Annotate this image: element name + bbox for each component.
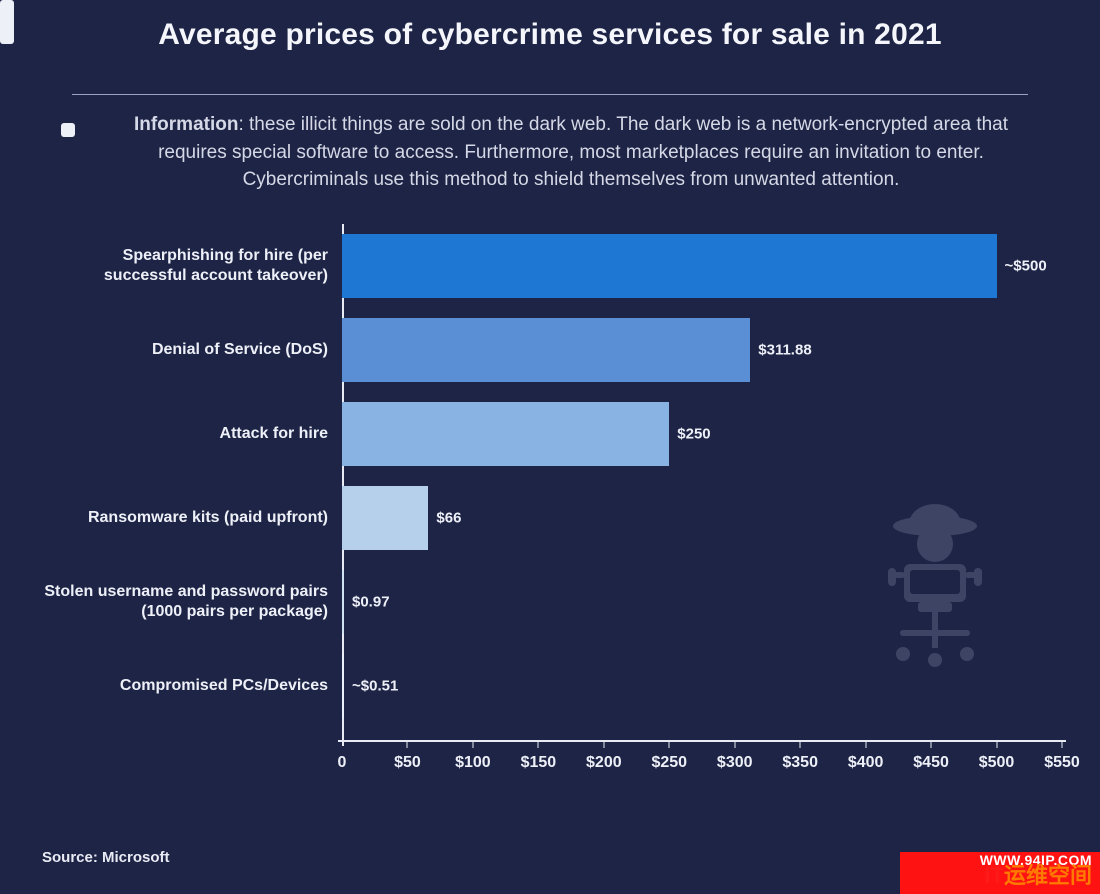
x-tick-mark (931, 742, 932, 748)
watermark-brand: IT运维空间 (984, 858, 1092, 890)
x-tick-label: $300 (717, 754, 753, 772)
bar-label: Compromised PCs/Devices (42, 676, 342, 696)
chart-row: Attack for hire $250 (42, 402, 1062, 466)
x-tick-mark (996, 742, 997, 748)
title-divider (72, 94, 1027, 95)
x-tick-label: $100 (455, 754, 491, 772)
bar (342, 318, 750, 382)
x-tick-mark (865, 742, 866, 748)
bar (342, 486, 428, 550)
bar-label: Denial of Service (DoS) (42, 340, 342, 360)
bar-value: $250 (677, 425, 710, 442)
bar (342, 234, 997, 298)
x-tick-label: $500 (979, 754, 1015, 772)
bar-area: $311.88 (342, 318, 1062, 382)
x-tick-label: $450 (913, 754, 949, 772)
hacker-icon (860, 498, 1010, 668)
x-tick-mark (472, 742, 473, 748)
x-ticks: $50$100$150$200$250$300$350$400$450$500$… (342, 748, 1062, 778)
x-tick-label: $550 (1044, 754, 1080, 772)
info-callout: Information: these illicit things are so… (42, 111, 1058, 194)
bar (342, 570, 344, 634)
bar-value: $311.88 (758, 341, 811, 358)
exclamation-icon (58, 115, 78, 137)
x-tick-label: $250 (651, 754, 687, 772)
bar-value: $66 (436, 509, 461, 526)
x-tick-mark (407, 742, 408, 748)
info-body: : these illicit things are sold on the d… (158, 114, 1008, 190)
x-tick-label: $200 (586, 754, 622, 772)
bar (342, 402, 669, 466)
x-tick-mark (734, 742, 735, 748)
bar-value: ~$500 (1005, 257, 1047, 274)
page-title: Average prices of cybercrime services fo… (42, 18, 1058, 66)
chart-row: Denial of Service (DoS) $311.88 (42, 318, 1062, 382)
exclamation-dot (61, 123, 75, 137)
x-tick-mark (800, 742, 801, 748)
x-tick-label: $400 (848, 754, 884, 772)
bar-area: $250 (342, 402, 1062, 466)
info-label: Information (134, 114, 239, 135)
x-tick-label: $50 (394, 754, 421, 772)
watermark-brand-b: 运维空间 (1004, 858, 1092, 890)
chart-row: Spearphishing for hire (per successful a… (42, 234, 1062, 298)
bar-value: ~$0.51 (352, 677, 398, 694)
x-tick-mark (669, 742, 670, 748)
x-tick-mark (1062, 742, 1063, 748)
bar-label: Ransomware kits (paid upfront) (42, 508, 342, 528)
source-label: Source: Microsoft (42, 849, 170, 866)
bar-label: Attack for hire (42, 424, 342, 444)
x-tick-mark (538, 742, 539, 748)
chart: 0 $50$100$150$200$250$300$350$400$450$50… (42, 228, 1058, 788)
x-tick-label: $350 (782, 754, 818, 772)
x-tick-mark (603, 742, 604, 748)
exclamation-bar (0, 0, 14, 44)
bar (342, 654, 344, 718)
bar-label: Spearphishing for hire (per successful a… (42, 246, 342, 286)
watermark-brand-a: IT (984, 863, 1004, 889)
bar-value: $0.97 (352, 593, 390, 610)
infographic-canvas: Average prices of cybercrime services fo… (0, 0, 1100, 894)
x-tick-label: $150 (521, 754, 557, 772)
bar-area: ~$500 (342, 234, 1062, 298)
bar-label: Stolen username and password pairs (1000… (42, 582, 342, 622)
info-text: Information: these illicit things are so… (100, 111, 1042, 194)
